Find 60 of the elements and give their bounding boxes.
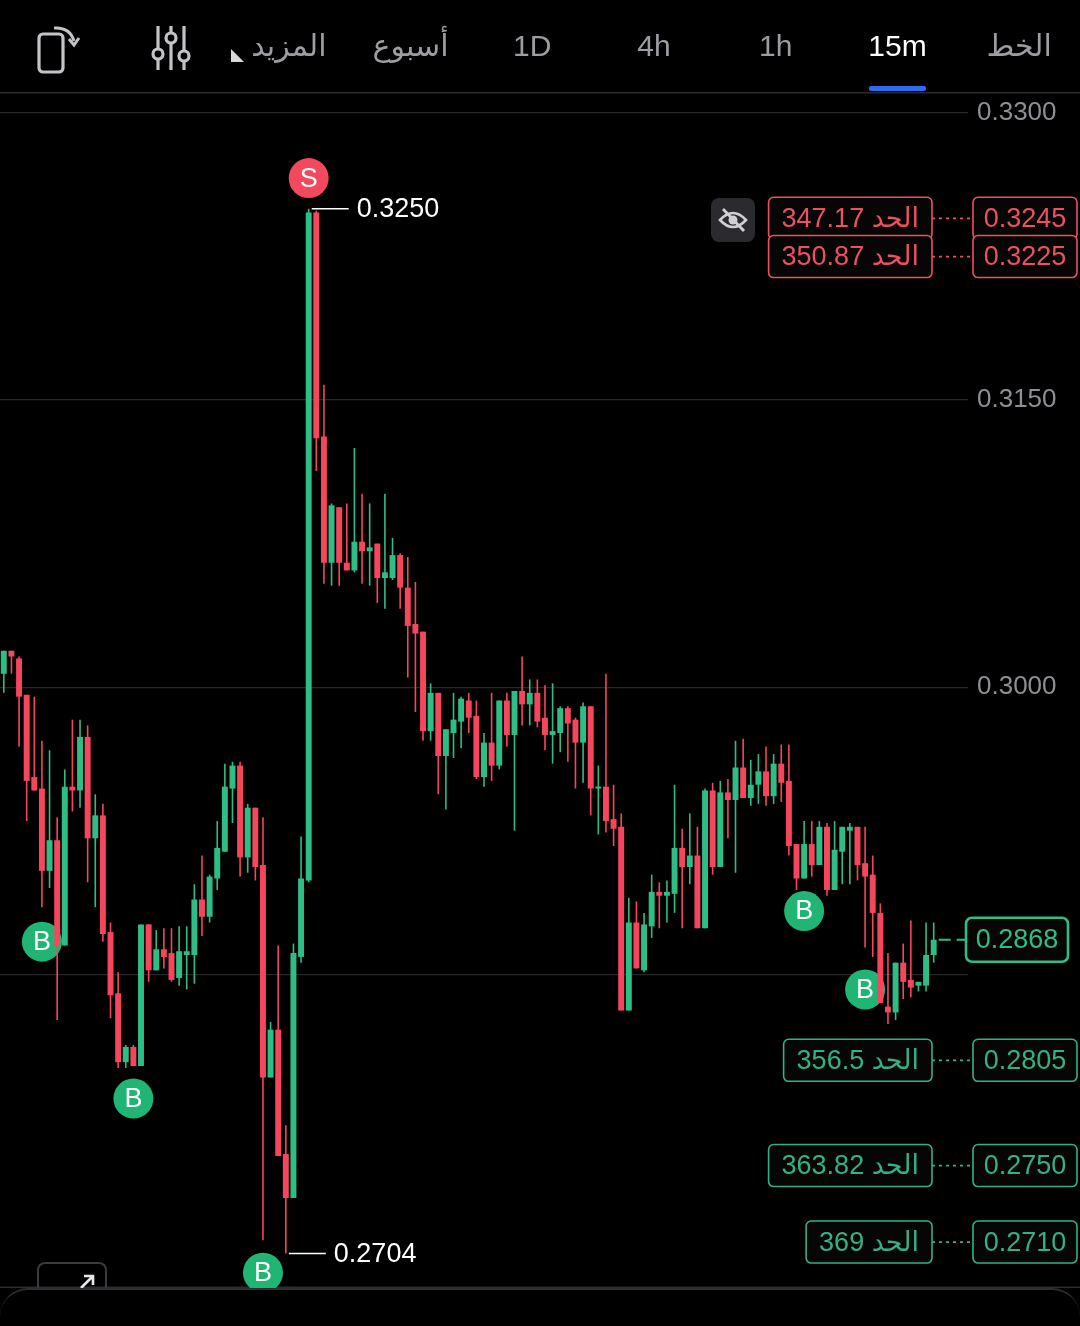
y-tick-label: 0.3300 [977,96,1057,127]
candlestick [366,502,373,587]
candlestick [153,929,160,972]
annotation: 0.2704 [333,1238,417,1269]
candlestick [0,649,7,694]
candlestick [595,764,602,836]
candlestick [686,812,693,886]
ref-line-label: الحد 350.87 [781,241,920,272]
text: المزيد [251,27,327,64]
ref-line-label: 0.2868 [975,924,1059,955]
candlestick [862,826,869,949]
ref-line-label: الحد 356.5 [796,1044,920,1075]
ref-line-label: الحد 369 [819,1226,920,1257]
candlestick [122,1044,129,1069]
candlestick [846,822,853,886]
candlestick [199,854,205,937]
text: 0.2710 [983,1226,1067,1257]
candlestick [930,921,937,964]
series-label: B [856,973,875,1004]
candlestick [907,919,914,998]
y-tick-label: 0.3150 [977,383,1057,414]
candlestick [656,881,663,930]
candlestick [755,753,762,805]
annotation: 0.3250 [356,193,440,224]
candlestick [724,778,731,840]
candlestick [747,759,754,807]
text: B [124,1083,143,1114]
ref-line-label: الحد 347.17 [781,202,920,233]
candlestick [526,678,533,727]
series-label: S [299,162,318,193]
text: 0.3245 [983,202,1067,233]
candlestick [92,793,99,908]
candlestick [519,655,526,727]
candlestick [778,743,785,803]
text: 1D [513,27,552,64]
text: B [253,1257,272,1288]
candlestick [542,684,548,752]
text: 0.2805 [983,1044,1067,1075]
candlestick [160,927,167,970]
text: 1h [759,27,793,64]
candlestick [900,942,907,1000]
candlestick [389,537,396,581]
ref-line-label: الحد 363.82 [781,1149,920,1180]
text: 4h [637,27,671,64]
text: B [795,895,814,926]
candlestick [663,879,670,924]
candlestick [488,692,495,782]
candlestick [381,493,388,610]
candlestick [808,820,815,878]
candlestick [343,502,350,572]
y-tick-label: 0.3000 [977,670,1057,701]
text: B [32,926,51,957]
candlestick [359,493,366,585]
text: أسبوع [372,27,449,64]
candlestick [679,827,686,930]
text: 15m [868,27,927,64]
text: الخط [986,27,1052,64]
text: 0.2750 [983,1149,1067,1180]
candlestick [458,695,465,750]
text: 0.3225 [983,241,1067,272]
